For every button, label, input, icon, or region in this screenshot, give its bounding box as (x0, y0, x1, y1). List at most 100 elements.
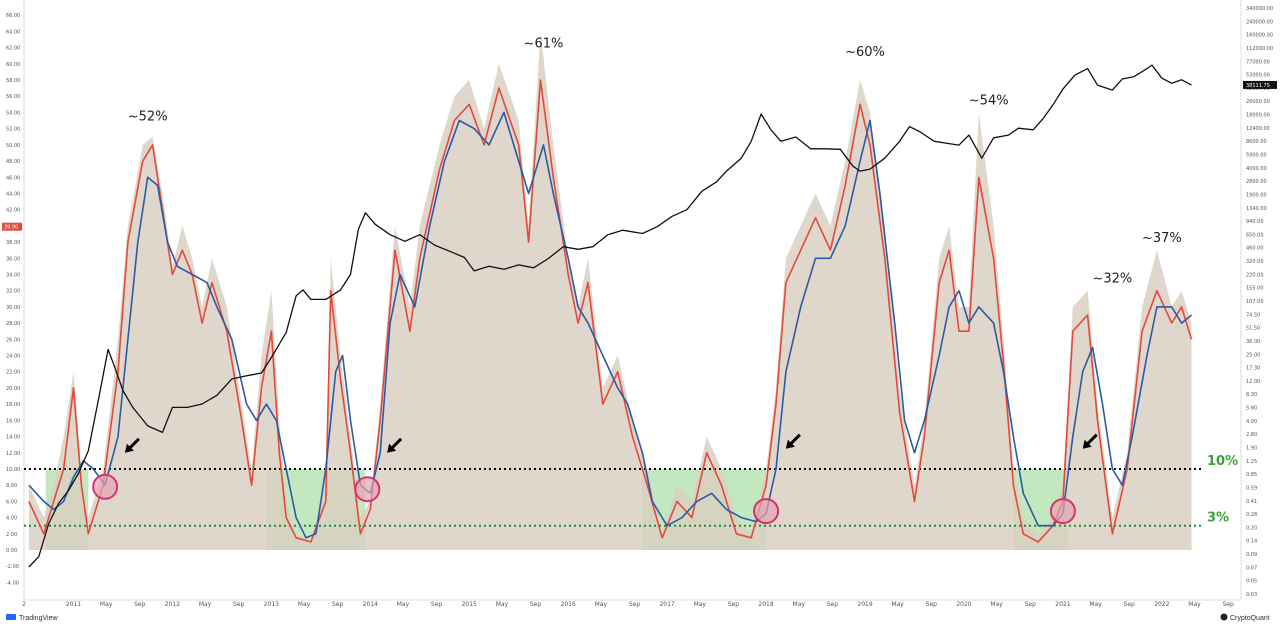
x-tick-28: 2020 (956, 601, 971, 608)
right-tick-14: 1900.00 (1246, 192, 1267, 198)
right-tick-11: 5900.00 (1246, 153, 1267, 159)
x-tick-26: May (891, 601, 904, 608)
right-tick-0: 340000.00 (1246, 6, 1273, 12)
x-tick-13: 2015 (462, 601, 477, 608)
right-tick-40: 0.14 (1246, 539, 1257, 545)
x-tick-4: 2012 (165, 601, 180, 608)
peak-annotations: ~52% ~61% ~60% ~54% ~32% ~37% (128, 37, 1182, 287)
left-tick-26: 14.00 (6, 435, 20, 441)
plot-frame (23, 0, 1242, 601)
right-axis: 340000.00 240000.00 160000.00 112000.00 7700… (1243, 6, 1277, 598)
right-tick-39: 0.20 (1246, 525, 1257, 531)
arrow-icon-1 (387, 437, 403, 453)
x-tick-20: May (694, 601, 707, 608)
x-tick-17: May (595, 601, 608, 608)
x-axis: 2 2011 May Sep 2012 May Sep 2013 May Sep 2014 May Se… (22, 601, 1234, 608)
x-tick-15: Sep (530, 601, 542, 608)
left-tick-27: 12.00 (6, 451, 20, 457)
level-label-0: 10% (1207, 454, 1238, 469)
highlight-circles (92, 473, 1076, 525)
x-tick-22: 2018 (758, 601, 773, 608)
right-tick-27: 17.30 (1246, 366, 1260, 372)
arrow-head-0 (124, 443, 134, 453)
x-tick-33: Sep (1124, 601, 1136, 608)
x-tick-25: 2019 (857, 601, 872, 608)
price-series-line (28, 64, 1192, 568)
x-tick-7: 2013 (264, 601, 279, 608)
left-tick-8: 50.00 (6, 143, 20, 149)
x-tick-18: Sep (629, 601, 641, 608)
right-tick-15: 1340.00 (1246, 206, 1267, 212)
right-tick-21: 155.00 (1246, 286, 1264, 292)
left-tick-17: 32.00 (6, 289, 20, 295)
x-tick-21: Sep (728, 601, 740, 608)
x-tick-32: May (1089, 601, 1102, 608)
x-tick-12: Sep (431, 601, 443, 608)
x-tick-8: May (298, 601, 311, 608)
x-tick-6: Sep (233, 601, 245, 608)
arrow-head-2 (785, 439, 795, 449)
peak-label-5: ~37% (1142, 231, 1182, 246)
right-tick-44: 0.03 (1246, 592, 1257, 598)
peak-label-1: ~61% (524, 37, 564, 52)
right-tick-13: 2800.00 (1246, 179, 1267, 185)
footer: TradingView CryptoQuant (6, 613, 1270, 622)
level-lines: 10% 3% (24, 454, 1238, 527)
right-tick-17: 650.00 (1246, 232, 1264, 238)
left-tick-34: -2.00 (6, 564, 19, 570)
left-tick-32: 2.00 (6, 532, 17, 538)
left-axis: 66.00 64.00 62.00 60.00 58.00 56.00 54.00 52.00… (2, 13, 22, 586)
x-tick-1: 2011 (66, 601, 81, 608)
red-series-line (28, 79, 1193, 543)
x-tick-2: May (100, 601, 113, 608)
left-tick-30: 6.00 (6, 499, 17, 505)
right-tick-28: 12.00 (1246, 379, 1260, 385)
left-tick-10: 46.00 (6, 175, 20, 181)
x-tick-27: Sep (926, 601, 938, 608)
tradingview-label: TradingView (19, 615, 58, 622)
left-tick-35: -4.00 (6, 580, 19, 586)
x-tick-0: 2 (22, 601, 26, 608)
left-tick-29: 8.00 (6, 483, 17, 489)
highlight-circle-0 (92, 473, 119, 500)
left-tick-5: 56.00 (6, 94, 20, 100)
cryptoquant-label: CryptoQuant (1230, 615, 1270, 622)
right-tick-19: 320.00 (1246, 259, 1264, 265)
left-tick-14: 38.00 (6, 240, 20, 246)
arrow-head-1 (387, 443, 397, 453)
left-tick-20: 26.00 (6, 337, 20, 343)
right-tick-42: 0.07 (1246, 565, 1257, 571)
left-tick-7: 52.00 (6, 127, 20, 133)
right-tick-18: 460.00 (1246, 246, 1264, 252)
x-tick-14: May (496, 601, 509, 608)
x-tick-29: May (990, 601, 1003, 608)
right-tick-36: 0.59 (1246, 485, 1257, 491)
cryptoquant-logo: CryptoQuant (1220, 613, 1270, 622)
right-tick-16: 940.00 (1246, 219, 1264, 225)
right-tick-25: 36.00 (1246, 339, 1260, 345)
highlight-circle-3 (1049, 498, 1076, 525)
right-tick-5: 53000.00 (1246, 73, 1270, 79)
left-tick-16: 34.00 (6, 272, 20, 278)
left-tick-15: 36.00 (6, 256, 20, 262)
right-tick-38: 0.28 (1246, 512, 1257, 518)
right-tick-35: 0.85 (1246, 472, 1257, 478)
right-tick-20: 220.00 (1246, 272, 1264, 278)
right-tick-8: 18000.00 (1246, 113, 1270, 119)
left-tick-33: 0.00 (6, 548, 17, 554)
right-tick-37: 0.41 (1246, 499, 1257, 505)
x-tick-36: Sep (1222, 601, 1234, 608)
right-tick-33: 1.90 (1246, 446, 1257, 452)
left-tick-6: 54.00 (6, 110, 20, 116)
right-tick-43: 0.05 (1246, 579, 1257, 585)
right-tick-30: 5.80 (1246, 406, 1257, 412)
right-tick-3: 112000.00 (1246, 46, 1273, 52)
x-tick-24: Sep (827, 601, 839, 608)
left-tick-11: 44.00 (6, 191, 20, 197)
x-tick-16: 2016 (561, 601, 576, 608)
left-tick-25: 16.00 (6, 418, 20, 424)
left-tick-3: 60.00 (6, 62, 20, 68)
x-tick-23: May (793, 601, 806, 608)
left-tick-1: 64.00 (6, 29, 20, 35)
